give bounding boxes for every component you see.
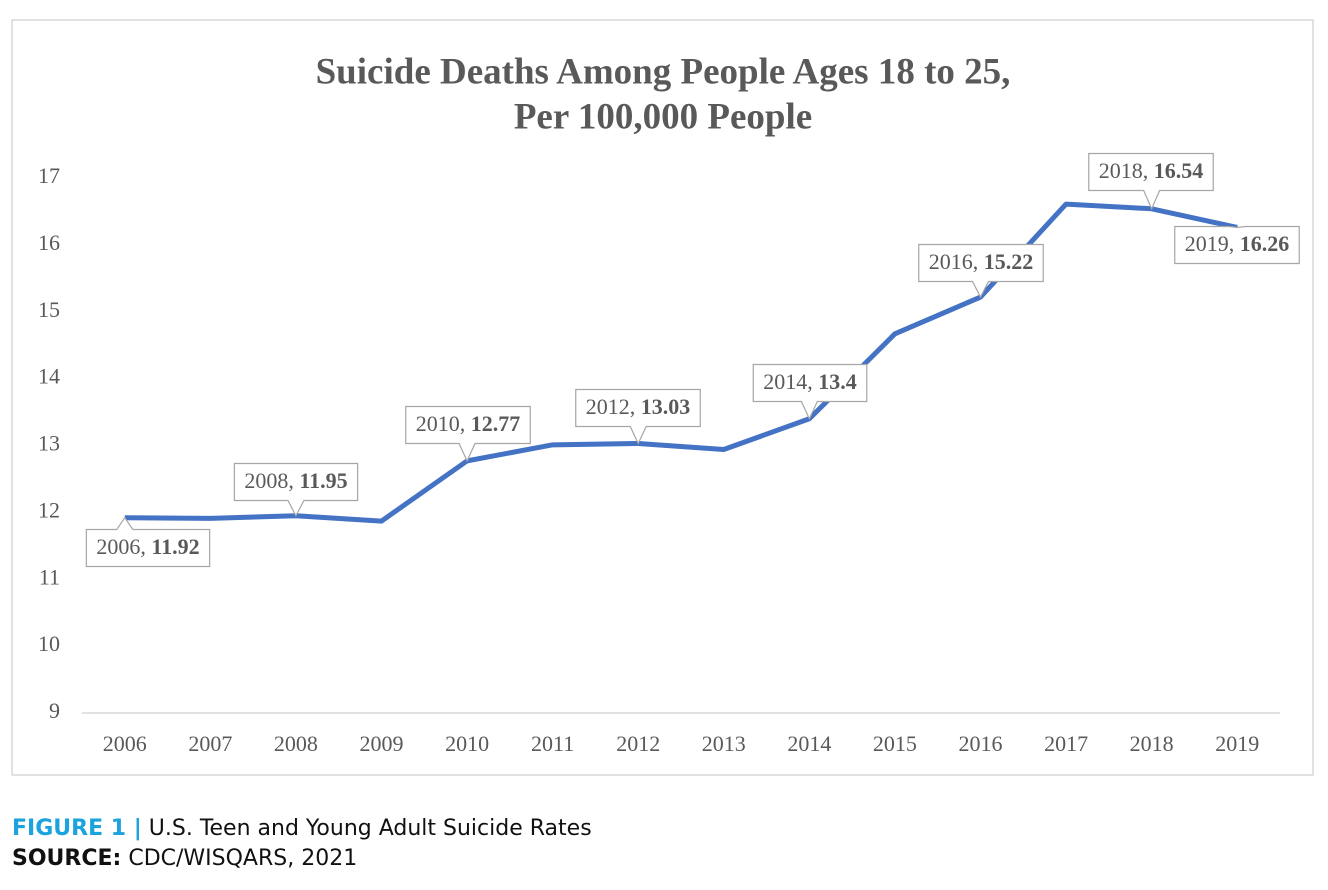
- x-tick-label: 2015: [873, 731, 917, 756]
- y-tick-label: 15: [38, 297, 60, 322]
- data-label: 2018, 16.54: [1099, 158, 1204, 183]
- y-tick-label: 13: [38, 431, 60, 456]
- caption-label: FIGURE 1 |: [12, 816, 142, 841]
- x-tick-label: 2009: [360, 731, 404, 756]
- x-tick-label: 2008: [274, 731, 318, 756]
- data-label: 2014, 13.4: [763, 369, 857, 394]
- y-tick-label: 16: [38, 230, 60, 255]
- data-label-callout: 2012, 13.03: [575, 388, 701, 445]
- x-tick-label: 2018: [1130, 731, 1174, 756]
- y-tick-label: 9: [49, 698, 60, 723]
- x-tick-label: 2012: [616, 731, 660, 756]
- x-tick-label: 2011: [531, 731, 574, 756]
- x-tick-label: 2010: [445, 731, 489, 756]
- x-tick-label: 2016: [959, 731, 1003, 756]
- data-label-callout: 2010, 12.77: [405, 405, 531, 463]
- callout-box: [752, 363, 868, 421]
- data-label: 2019, 16.26: [1185, 231, 1290, 256]
- data-line: [124, 201, 1238, 524]
- y-tick-label: 10: [38, 631, 60, 656]
- caption: FIGURE 1 | U.S. Teen and Young Adult Sui…: [12, 816, 592, 841]
- data-label: 2016, 15.22: [929, 249, 1034, 274]
- chart-title: Per 100,000 People: [514, 96, 812, 137]
- callout-box: [575, 388, 701, 445]
- data-label: 2010, 12.77: [416, 411, 521, 436]
- x-tick-label: 2006: [103, 731, 147, 756]
- data-label: 2008, 11.95: [244, 468, 347, 493]
- callout-box: [85, 516, 211, 568]
- data-label-callout: 2019, 16.26: [1174, 225, 1300, 265]
- source: SOURCE: CDC/WISQARS, 2021: [12, 846, 357, 871]
- data-label-callout: 2008, 11.95: [233, 462, 359, 518]
- callout-box: [233, 462, 359, 518]
- x-tick-label: 2013: [702, 731, 746, 756]
- callout-box: [918, 243, 1044, 299]
- source-label: SOURCE:: [12, 846, 122, 871]
- y-tick-label: 11: [39, 564, 60, 589]
- y-tick-label: 14: [38, 364, 60, 389]
- source-text: CDC/WISQARS, 2021: [128, 846, 358, 871]
- callout-box: [1088, 152, 1214, 211]
- chart: Suicide Deaths Among People Ages 18 to 2…: [11, 19, 1314, 776]
- data-label-callout: 2006, 11.92: [85, 516, 211, 568]
- callout-box: [1174, 225, 1300, 265]
- data-label-callout: 2016, 15.22: [918, 243, 1044, 299]
- data-label: 2012, 13.03: [586, 394, 691, 419]
- data-label-callout: 2018, 16.54: [1088, 152, 1214, 211]
- y-tick-label: 17: [38, 163, 60, 188]
- x-tick-label: 2014: [787, 731, 831, 756]
- data-label-callout: 2014, 13.4: [752, 363, 868, 421]
- y-tick-label: 12: [38, 497, 60, 522]
- x-tick-label: 2019: [1215, 731, 1259, 756]
- caption-text: U.S. Teen and Young Adult Suicide Rates: [148, 816, 592, 841]
- chart-title: Suicide Deaths Among People Ages 18 to 2…: [316, 51, 1011, 92]
- data-label: 2006, 11.92: [96, 534, 199, 559]
- callout-box: [405, 405, 531, 463]
- x-tick-label: 2017: [1044, 731, 1088, 756]
- x-tick-label: 2007: [188, 731, 232, 756]
